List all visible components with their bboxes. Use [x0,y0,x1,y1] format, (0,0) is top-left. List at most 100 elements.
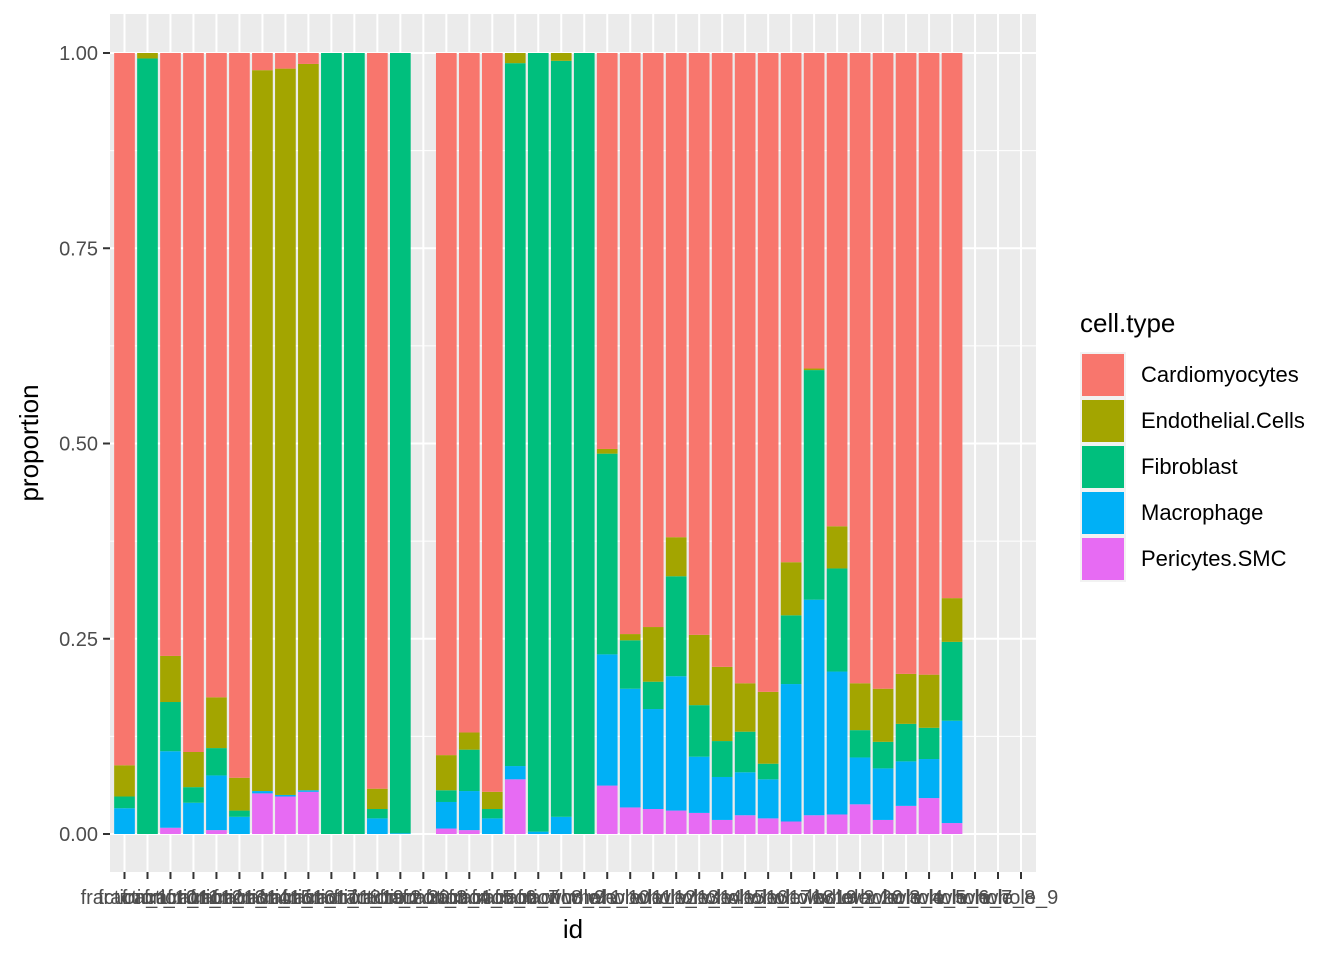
y-tick-label: 0.25 [59,629,98,651]
bar-segment [619,640,641,689]
bar-segment [918,674,940,728]
bar-segment [826,671,848,815]
bar-segment [734,731,756,773]
bar-segment [757,53,779,692]
bar-segment [183,802,204,834]
x-axis-title: id [563,914,583,944]
bar-segment [206,775,227,831]
legend-swatch [1082,446,1124,488]
bar-segment [849,730,871,758]
bar-segment [780,821,802,834]
bar-segment [252,791,273,794]
bar-segment [941,598,963,642]
bar-segment [734,683,756,732]
bar-segment [895,53,917,674]
bar-segment [849,683,871,731]
bar-segment [642,709,664,810]
bar-segment [803,368,825,371]
legend-label: Pericytes.SMC [1141,546,1287,571]
bar-segment [367,809,388,819]
y-tick-label: 1.00 [59,43,98,65]
bar-segment [734,53,756,684]
bar-segment [114,53,135,766]
bar-segment [550,60,572,817]
bar-segment [826,53,848,527]
x-tick-label: fraction_2 [333,887,421,909]
y-axis-title: proportion [14,384,44,501]
bar-segment [367,818,388,834]
bar-segment [665,810,687,834]
bar-segment [757,779,779,819]
x-tick-label: fraction_9 [517,887,605,909]
x-tick-label: fraction_3 [379,887,467,909]
bar-segment [435,828,457,834]
bar-segment [872,741,894,769]
bar-segment [688,53,710,635]
bar-segment [734,772,756,816]
bar-segment [550,53,572,61]
bar-segment [895,723,917,762]
bar-segment [229,816,250,834]
bar-segment [596,448,618,454]
bar-segment [918,798,940,834]
x-tick-label: whole_11 [587,887,672,909]
legend-label: Endothelial.Cells [1141,408,1305,433]
bar-segment [298,63,319,791]
x-tick-label: fraction_18 [282,887,381,909]
x-tick-label: fraction_11 [122,887,219,909]
bar-segment [252,70,273,792]
bar-segment [390,833,411,834]
bar-segment [780,562,802,616]
bars [114,53,963,835]
bar-segment [780,53,802,563]
bar-segment [206,53,227,698]
bar-segment [114,808,135,834]
bar-segment [275,794,296,797]
x-tick-label: whole_15 [678,887,765,909]
bar-segment [458,732,480,750]
bar-segment [206,748,227,776]
bar-segment [642,53,664,628]
x-tick-label: whole_7 [937,887,1013,909]
bar-segment [137,53,158,59]
bar-segment [298,53,319,64]
x-tick-label: fraction_1 [81,887,169,909]
legend-swatch [1082,538,1124,580]
bar-segment [527,53,549,832]
bar-segment [895,805,917,834]
x-tick-label: whole_6 [914,887,990,909]
bar-segment [435,790,457,802]
bar-segment [619,688,641,808]
bar-segment [114,796,135,809]
legend-swatch [1082,400,1124,442]
bar-segment [665,576,687,677]
bar-segment [458,749,480,792]
bar-segment [504,63,526,767]
bar-segment [803,370,825,600]
x-tick-label: whole_4 [868,887,944,909]
bar-segment [619,634,641,641]
bar-segment [734,815,756,834]
bar-segment [711,666,733,742]
bar-segment [826,568,848,672]
bar-segment [206,830,227,834]
bar-segment [665,53,687,538]
x-tick-label: whole_12 [609,887,696,909]
x-tick-label: fraction_5 [425,887,513,909]
x-tick-label: fraction_13 [167,887,266,909]
x-tick-label: fraction_19 [305,887,404,909]
bar-segment [642,681,664,710]
bar-segment [252,793,273,834]
bar-segment [619,53,641,635]
x-tick-label: whole_17 [724,887,811,909]
x-tick-label: fraction_14 [190,887,289,909]
bar-segment [872,768,894,820]
bar-segment [849,53,871,684]
bar-segment [711,53,733,667]
bar-segment [872,53,894,689]
x-tick-label: whole_5 [891,887,967,909]
bar-segment [665,676,687,811]
bar-segment [275,68,296,795]
bar-segment [803,599,825,816]
bar-segment [275,796,296,834]
